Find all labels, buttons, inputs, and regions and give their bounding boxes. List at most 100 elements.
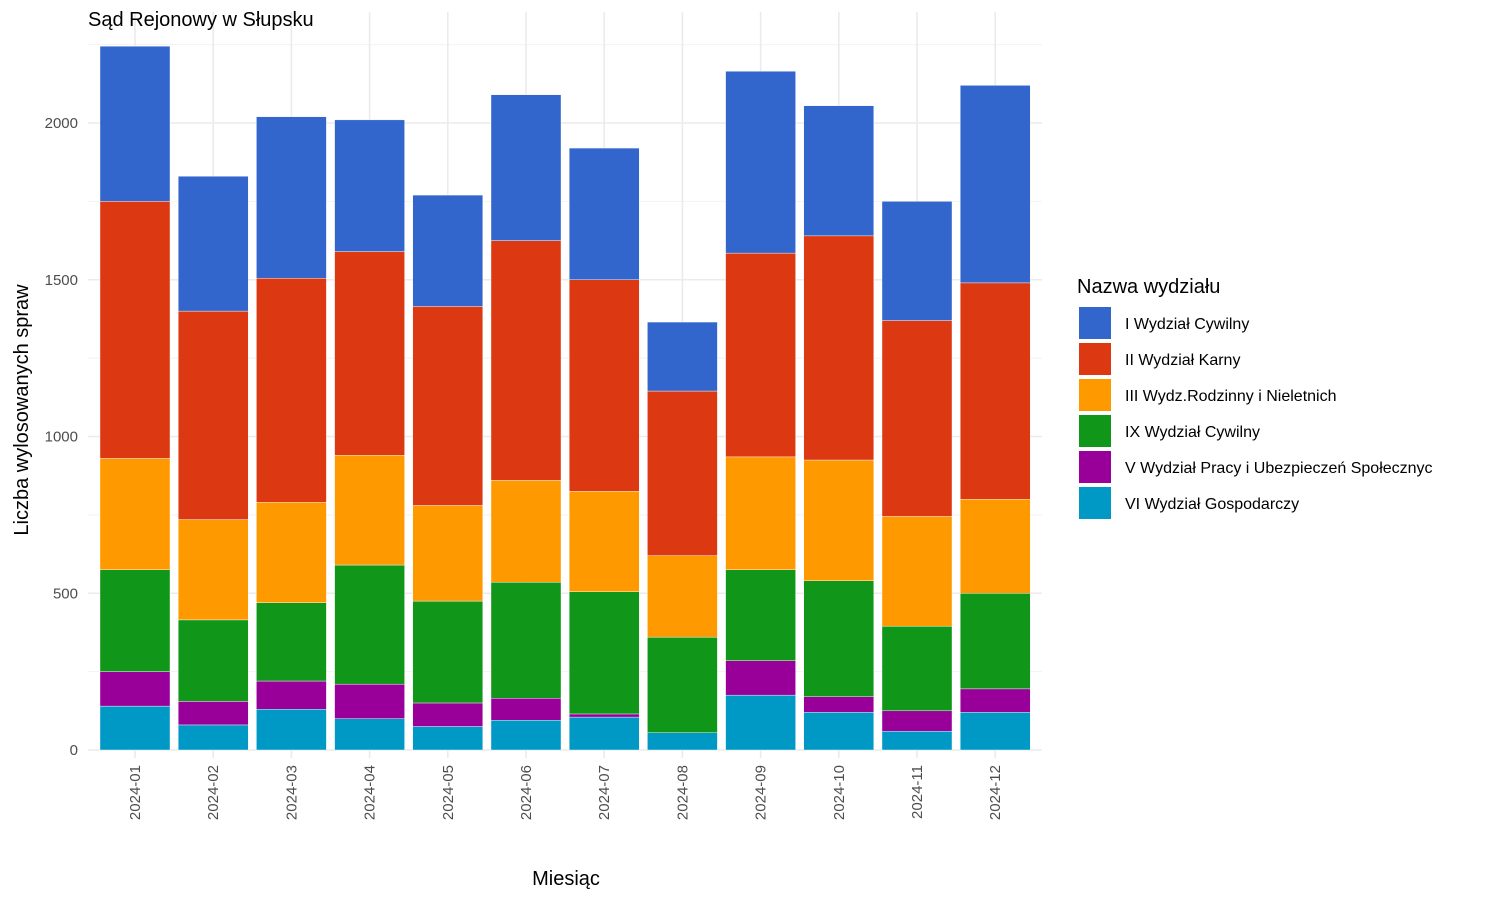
- bar-stack-2024-01: [99, 45, 171, 751]
- x-tick-label: 2024-04: [362, 765, 379, 820]
- legend-label: I Wydział Cywilny: [1125, 316, 1249, 333]
- y-tick-label: 1500: [45, 272, 78, 289]
- bar-segment: [647, 555, 718, 638]
- bar-segment: [177, 519, 249, 621]
- bar-segment: [256, 680, 327, 710]
- x-tick-label: 2024-09: [753, 765, 770, 820]
- bar-stack-2024-04: [334, 119, 405, 751]
- chart-title: Sąd Rejonowy w Słupsku: [88, 9, 314, 31]
- legend-swatch: [1079, 451, 1111, 483]
- legend-label: IX Wydział Cywilny: [1125, 424, 1260, 441]
- bar-segment: [412, 726, 483, 751]
- bar-segment: [960, 688, 1031, 713]
- y-tick-label: 2000: [45, 115, 78, 132]
- bar-segment: [412, 194, 483, 307]
- bar-segment: [99, 705, 171, 751]
- y-axis-ticks: 0 500 1000 1500 2000: [45, 115, 78, 759]
- legend-label: VI Wydział Gospodarczy: [1125, 496, 1299, 513]
- bar-stack-2024-02: [177, 176, 249, 751]
- legend-swatch: [1079, 415, 1111, 447]
- bar-segment: [569, 713, 640, 718]
- bar-segment: [569, 716, 640, 751]
- legend-title: Nazwa wydziału: [1077, 276, 1220, 298]
- bar-segment: [177, 724, 249, 751]
- bar-segment: [99, 45, 171, 202]
- bar-segment: [881, 625, 953, 712]
- bar-segment: [490, 94, 562, 241]
- bar-segment: [490, 480, 562, 583]
- bar-segment: [256, 116, 327, 279]
- bar-segment: [647, 636, 718, 733]
- legend: Nazwa wydziału I Wydział Cywilny II Wydzi…: [1077, 276, 1433, 519]
- legend-item: IX Wydział Cywilny: [1079, 415, 1260, 447]
- bar-stack-2024-09: [725, 71, 796, 751]
- bar-segment: [725, 71, 796, 254]
- bar-stack-2024-03: [256, 116, 327, 751]
- bar-segment: [960, 712, 1031, 751]
- x-axis-title: Miesiąc: [532, 868, 600, 890]
- legend-swatch: [1079, 379, 1111, 411]
- x-tick-label: 2024-01: [127, 765, 144, 820]
- x-tick-label: 2024-03: [283, 765, 300, 820]
- bar-segment: [725, 252, 796, 458]
- legend-label: II Wydział Karny: [1125, 352, 1240, 369]
- bar-segment: [881, 516, 953, 627]
- bar-stack-2024-07: [569, 147, 640, 751]
- bar-segment: [490, 240, 562, 481]
- bar-stack-2024-10: [803, 105, 874, 751]
- bar-stack-2024-05: [412, 194, 483, 751]
- bar-segment: [99, 201, 171, 459]
- bar-segment: [490, 582, 562, 699]
- x-tick-label: 2024-07: [596, 765, 613, 820]
- legend-item: I Wydział Cywilny: [1079, 307, 1249, 339]
- bar-segment: [490, 698, 562, 721]
- bar-segment: [256, 277, 327, 503]
- bar-segment: [647, 321, 718, 392]
- x-tick-label: 2024-06: [518, 765, 535, 820]
- bar-segment: [334, 564, 405, 685]
- bar-segment: [256, 709, 327, 751]
- bar-segment: [803, 580, 874, 697]
- legend-swatch: [1079, 343, 1111, 375]
- bar-segment: [99, 458, 171, 570]
- bar-segment: [569, 491, 640, 592]
- bars-group: [99, 45, 1031, 751]
- bar-segment: [803, 235, 874, 461]
- bar-segment: [334, 251, 405, 456]
- bar-segment: [99, 671, 171, 707]
- bar-segment: [725, 569, 796, 661]
- bar-segment: [412, 306, 483, 506]
- bar-segment: [960, 282, 1031, 500]
- x-axis-ticks: 2024-01 2024-02 2024-03 2024-04 2024-05 2024-…: [127, 765, 1004, 820]
- bar-segment: [881, 730, 953, 751]
- bar-segment: [412, 600, 483, 704]
- bar-segment: [881, 320, 953, 517]
- legend-swatch: [1079, 307, 1111, 339]
- legend-label: III Wydz.Rodzinny i Nieletnich: [1125, 388, 1337, 405]
- bar-segment: [960, 499, 1031, 594]
- bar-stack-2024-11: [881, 201, 953, 751]
- bar-segment: [803, 712, 874, 751]
- bar-segment: [881, 710, 953, 732]
- x-tick-label: 2024-05: [440, 765, 457, 820]
- bar-segment: [177, 701, 249, 726]
- bar-segment: [647, 390, 718, 556]
- y-tick-label: 1000: [45, 429, 78, 446]
- bar-segment: [334, 718, 405, 751]
- bar-segment: [256, 602, 327, 682]
- x-tick-label: 2024-08: [674, 765, 691, 820]
- bar-segment: [412, 505, 483, 602]
- bar-segment: [177, 176, 249, 312]
- bar-segment: [803, 105, 874, 237]
- x-tick-label: 2024-02: [205, 765, 222, 820]
- bar-segment: [725, 660, 796, 696]
- bar-segment: [412, 702, 483, 727]
- x-tick-label: 2024-12: [987, 765, 1004, 820]
- bar-segment: [803, 459, 874, 581]
- bar-segment: [569, 147, 640, 280]
- legend-item: II Wydział Karny: [1079, 343, 1240, 375]
- bar-segment: [647, 732, 718, 751]
- bar-segment: [960, 85, 1031, 284]
- legend-swatch: [1079, 487, 1111, 519]
